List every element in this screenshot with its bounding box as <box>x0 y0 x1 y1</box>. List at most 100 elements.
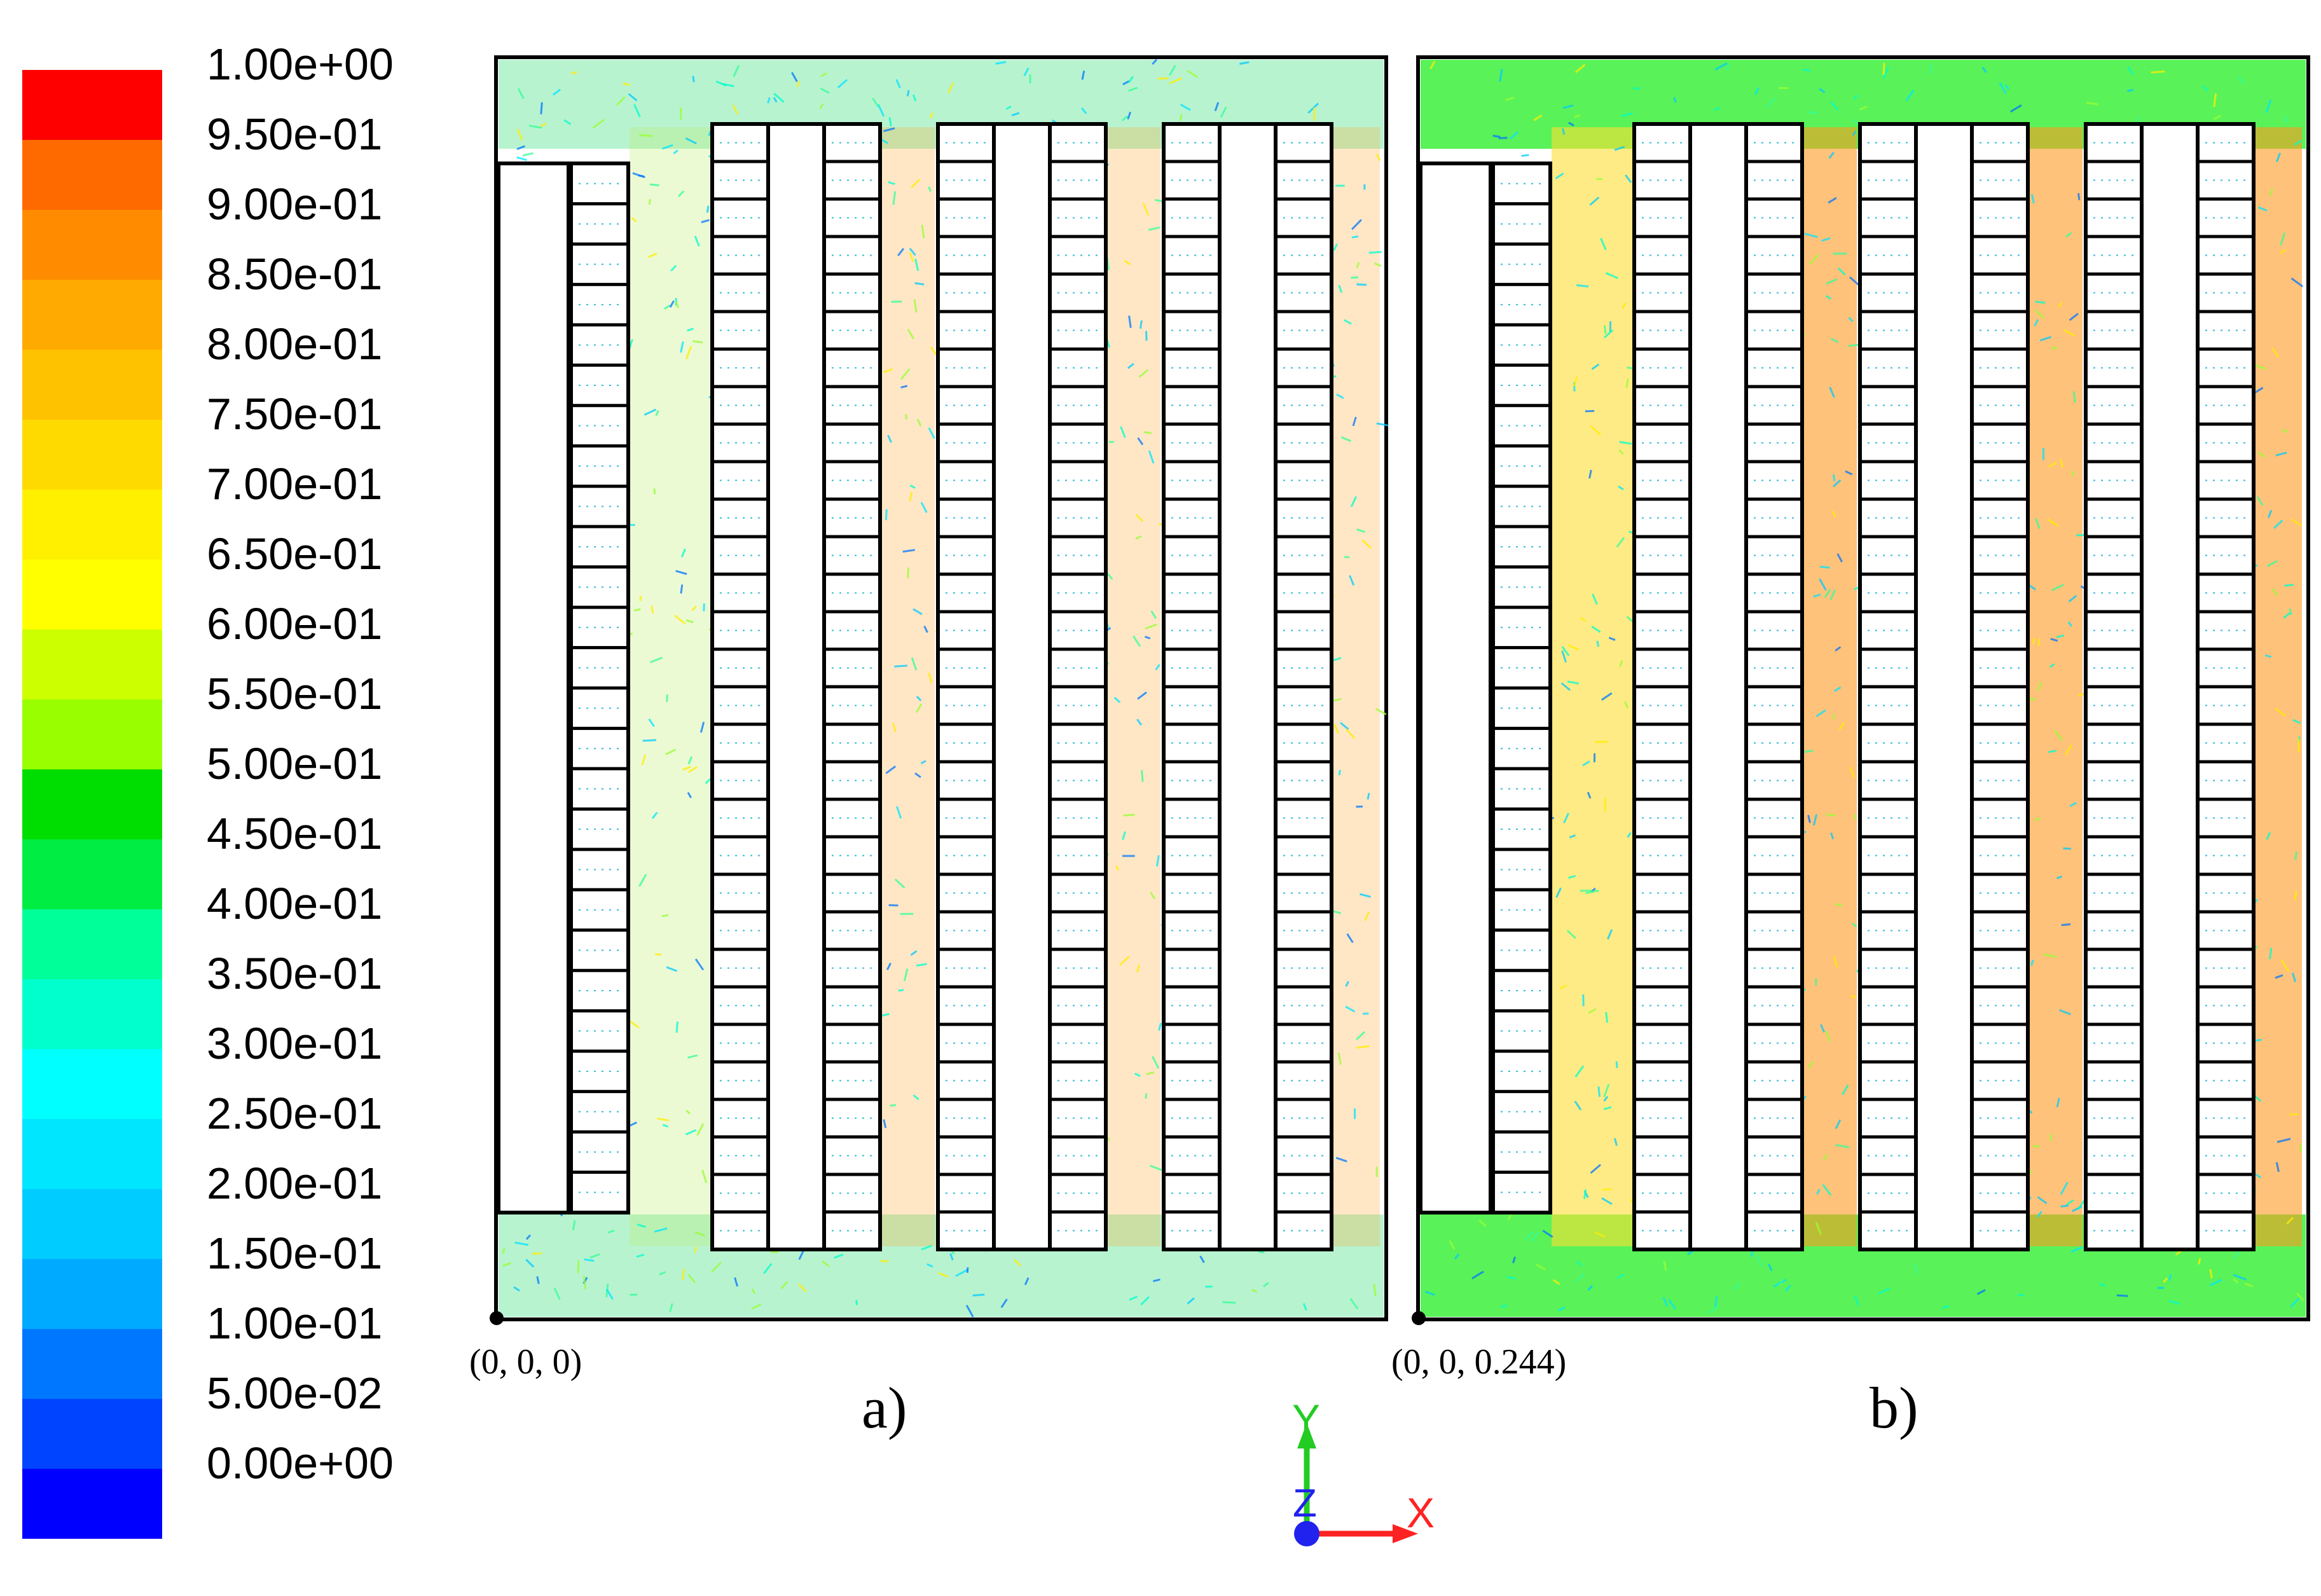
legend-label-4: 8.50e-01 <box>207 249 382 299</box>
flow-vector <box>1851 922 1857 928</box>
flow-vector <box>1120 426 1126 438</box>
legend-color-bar <box>22 70 162 1539</box>
rack-aisle <box>1218 122 1278 1251</box>
flow-vector <box>2039 336 2052 341</box>
legend-color-block <box>22 420 162 490</box>
flow-vector <box>1351 219 1362 230</box>
flow-vector <box>2284 584 2294 587</box>
flow-vector <box>1122 80 1130 86</box>
flow-vector <box>1905 89 1915 102</box>
flow-vector <box>1802 68 1811 72</box>
flow-vector <box>1819 578 1827 591</box>
legend-color-block <box>22 70 162 140</box>
rack-column <box>822 122 882 1251</box>
flow-vector <box>1587 1285 1594 1291</box>
flow-vector <box>1262 1282 1269 1288</box>
flow-vector <box>670 265 677 272</box>
rack-column <box>569 162 630 1214</box>
flow-vector <box>1351 276 1359 279</box>
legend-tick-labels: 1.00e+00 9.50e-01 9.00e-01 8.50e-01 8.00… <box>207 39 394 1488</box>
flow-vector <box>1829 387 1835 398</box>
z-axis-label: Z <box>1293 1482 1317 1525</box>
flow-vector <box>2256 496 2264 506</box>
legend-color-block <box>22 490 162 560</box>
flow-vector <box>2280 249 2286 254</box>
flow-vector <box>763 1263 773 1274</box>
flow-vector <box>2271 588 2279 596</box>
flow-vector <box>1608 636 1616 641</box>
rack-column <box>1632 122 1692 1251</box>
flow-vector <box>2032 637 2035 644</box>
flow-vector <box>1355 1031 1366 1041</box>
flow-vector <box>1152 58 1158 65</box>
flow-vector <box>636 1253 645 1258</box>
flow-vector <box>920 760 926 765</box>
flow-vector <box>1815 709 1826 717</box>
flow-vector <box>540 102 543 114</box>
flow-vector <box>2292 972 2297 982</box>
rack-column <box>1970 122 2030 1251</box>
flow-vector <box>797 1283 807 1293</box>
flow-vector <box>1340 722 1349 731</box>
panel-a-origin-label: (0, 0, 0) <box>469 1342 582 1382</box>
flow-vector <box>911 657 918 671</box>
flow-vector <box>2291 518 2303 526</box>
flow-vector <box>909 484 916 489</box>
flow-vector <box>1505 96 1515 101</box>
flow-vector <box>687 766 698 773</box>
flow-vector <box>2004 84 2010 90</box>
flow-vector <box>592 118 605 129</box>
flow-vector <box>532 1252 542 1255</box>
flow-vector <box>1622 302 1627 309</box>
flow-vector <box>1709 1305 1719 1314</box>
flow-vector <box>1596 640 1600 647</box>
flow-vector <box>680 548 686 558</box>
flow-vector <box>1478 1220 1487 1227</box>
flow-vector <box>1023 67 1030 76</box>
flow-vector <box>1129 1295 1138 1301</box>
rack-column <box>1274 122 1333 1251</box>
flow-vector <box>687 327 694 332</box>
legend-label-11: 5.00e-01 <box>207 739 382 788</box>
flow-vector <box>2168 1300 2180 1305</box>
x-axis-arrowhead <box>1393 1524 1418 1543</box>
flow-vector <box>2257 451 2266 458</box>
flow-vector <box>2049 663 2055 668</box>
flow-vector <box>1672 97 1677 103</box>
flow-vector <box>1135 514 1144 522</box>
flow-vector <box>685 345 692 360</box>
flow-vector <box>733 65 740 78</box>
flow-vector <box>894 878 906 889</box>
flow-vector <box>661 914 669 918</box>
flow-vector <box>921 224 925 239</box>
flow-vector <box>662 1124 668 1128</box>
flow-vector <box>1573 376 1578 387</box>
flow-vector <box>1976 1289 1986 1295</box>
rack-aisle <box>992 122 1052 1251</box>
flow-vector <box>1349 575 1355 586</box>
flow-vector <box>1471 1270 1484 1280</box>
legend-label-17: 2.00e-01 <box>207 1159 382 1208</box>
flow-vector <box>2050 638 2058 642</box>
flow-vector <box>1594 1231 1605 1238</box>
flow-vector <box>995 61 1007 65</box>
flow-vector <box>1135 535 1142 540</box>
flow-vector <box>1139 320 1143 329</box>
flow-vector <box>1356 262 1360 269</box>
flow-vector <box>669 1303 673 1312</box>
flow-vector <box>907 567 909 579</box>
flow-vector <box>1821 237 1831 242</box>
flow-vector <box>2048 462 2057 468</box>
flow-vector <box>1344 556 1350 559</box>
flow-vector <box>2047 518 2059 527</box>
flow-vector <box>1822 1184 1832 1196</box>
flow-vector <box>2065 231 2072 238</box>
flow-vector <box>897 247 905 257</box>
flow-vector <box>1714 1296 1718 1307</box>
flow-vector <box>1335 1157 1347 1162</box>
flow-vector <box>1000 1298 1008 1309</box>
flow-vector <box>1981 66 1987 74</box>
flow-vector <box>699 722 705 733</box>
flow-vector <box>2060 458 2063 468</box>
flow-vector <box>552 88 561 96</box>
